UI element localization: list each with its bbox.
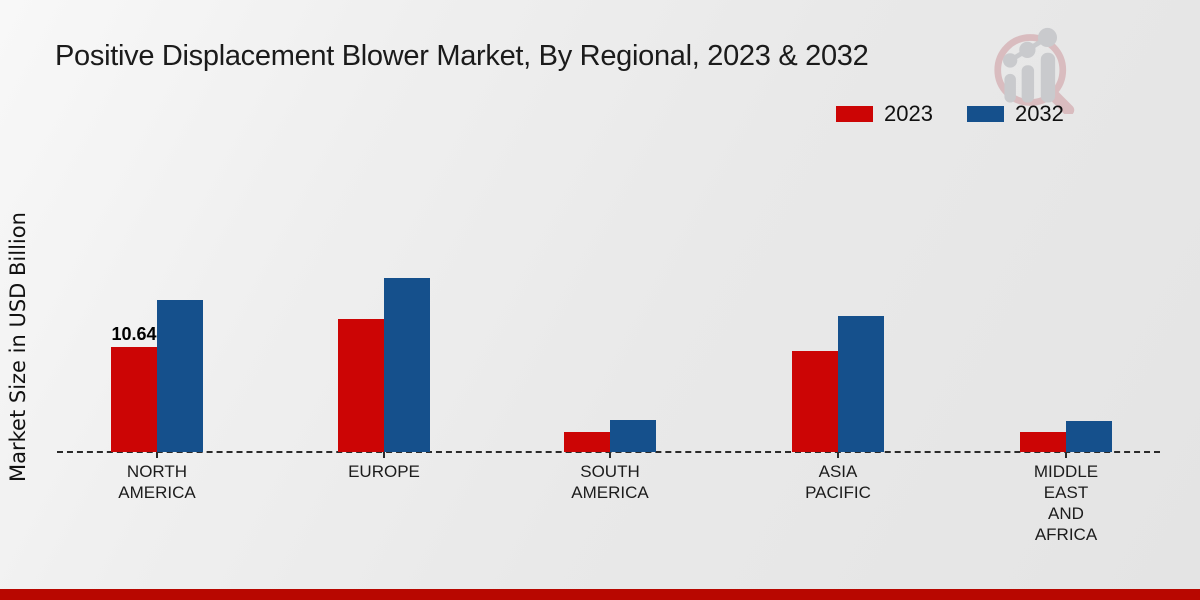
legend-swatch-2032: [966, 106, 1004, 122]
bar-2032-europe: [384, 278, 430, 452]
category-label-middle-east-and-africa: MIDDLE EAST AND AFRICA: [1033, 462, 1099, 544]
legend-swatch-2023: [836, 106, 873, 122]
category-label-north-america: NORTH AMERICA: [118, 462, 196, 502]
axis-tick-north-america: [156, 452, 158, 458]
axis-tick-europe: [383, 452, 385, 458]
bar-2023-europe: [338, 319, 384, 452]
bar-2023-south-america: [564, 432, 610, 452]
legend-item-2032: 2032: [966, 101, 1064, 127]
footer-accent-bar: [0, 589, 1200, 600]
axis-tick-asia-pacific: [837, 452, 839, 458]
magnifier-bar-chart-watermark-icon: [994, 27, 1075, 114]
legend-label: 2023: [884, 101, 933, 126]
axis-tick-south-america: [609, 452, 611, 458]
category-label-south-america: SOUTH AMERICA: [571, 462, 649, 502]
bar-2032-north-america: [157, 300, 203, 452]
legend-label: 2032: [1014, 101, 1064, 126]
data-label-2023-north-america: 10.64: [111, 324, 157, 344]
bar-2032-asia-pacific: [838, 316, 884, 452]
bar-2023-middle-east-and-africa: [1020, 432, 1066, 452]
bar-2023-asia-pacific: [792, 351, 838, 452]
bar-2032-south-america: [610, 420, 656, 452]
legend: 2023 2032: [836, 101, 1064, 127]
legend-item-2023: 2023: [836, 101, 933, 127]
category-label-europe: EUROPE: [348, 462, 420, 481]
bar-2023-north-america: [111, 347, 157, 452]
axis-tick-middle-east-and-africa: [1065, 452, 1067, 458]
x-axis-baseline: [57, 451, 1160, 453]
category-label-asia-pacific: ASIA PACIFIC: [805, 462, 871, 502]
bar-2032-middle-east-and-africa: [1066, 421, 1112, 452]
chart-title: Positive Displacement Blower Market, By …: [55, 40, 869, 72]
